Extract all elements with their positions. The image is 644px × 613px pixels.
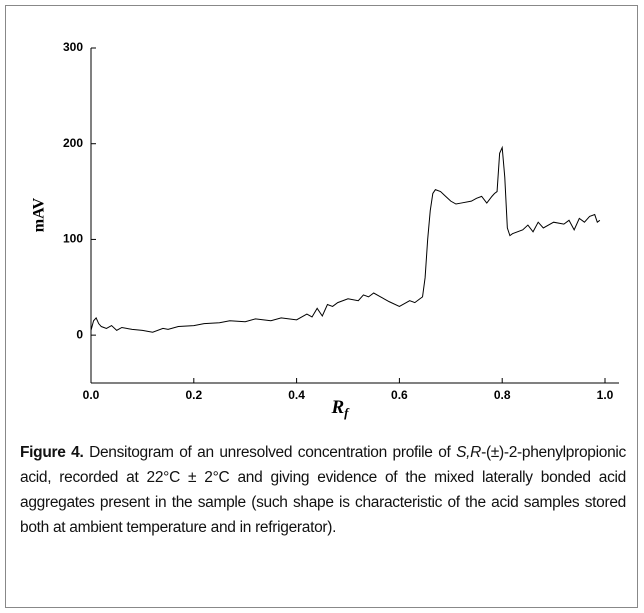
x-tick-label: 0.8 bbox=[494, 388, 511, 402]
x-tick-label: 0.2 bbox=[185, 388, 202, 402]
caption-text: Densitogram of an unresolved concentrati… bbox=[83, 444, 457, 461]
x-axis-subscript: f bbox=[344, 405, 350, 420]
x-tick-label: 1.0 bbox=[597, 388, 614, 402]
chart: mAV Rf 0 100 200 300 0.0 0.2 0.4 0.6 0.8 1.0 bbox=[31, 40, 619, 420]
caption-text: -(±)-2-phenylpropionic acid, recorded at… bbox=[20, 444, 626, 536]
y-tick-label: 300 bbox=[63, 40, 83, 54]
caption-label: Figure 4. bbox=[20, 444, 84, 461]
y-tick-label: 0 bbox=[76, 327, 83, 341]
caption-italic: S,R bbox=[456, 444, 482, 461]
y-tick-label: 200 bbox=[63, 136, 83, 150]
y-tick-label: 100 bbox=[63, 232, 83, 246]
x-tick-label: 0.4 bbox=[288, 388, 305, 402]
figure-frame bbox=[5, 5, 638, 608]
x-axis-label: Rf bbox=[330, 397, 350, 420]
caption: Figure 4. Densitogram of an unresolved c… bbox=[20, 440, 626, 540]
y-axis-label: mAV bbox=[31, 197, 48, 232]
data-line bbox=[90, 145, 601, 333]
x-axis-symbol: R bbox=[330, 397, 344, 418]
x-tick-label: 0.6 bbox=[391, 388, 408, 402]
x-tick-label: 0.0 bbox=[83, 388, 100, 402]
